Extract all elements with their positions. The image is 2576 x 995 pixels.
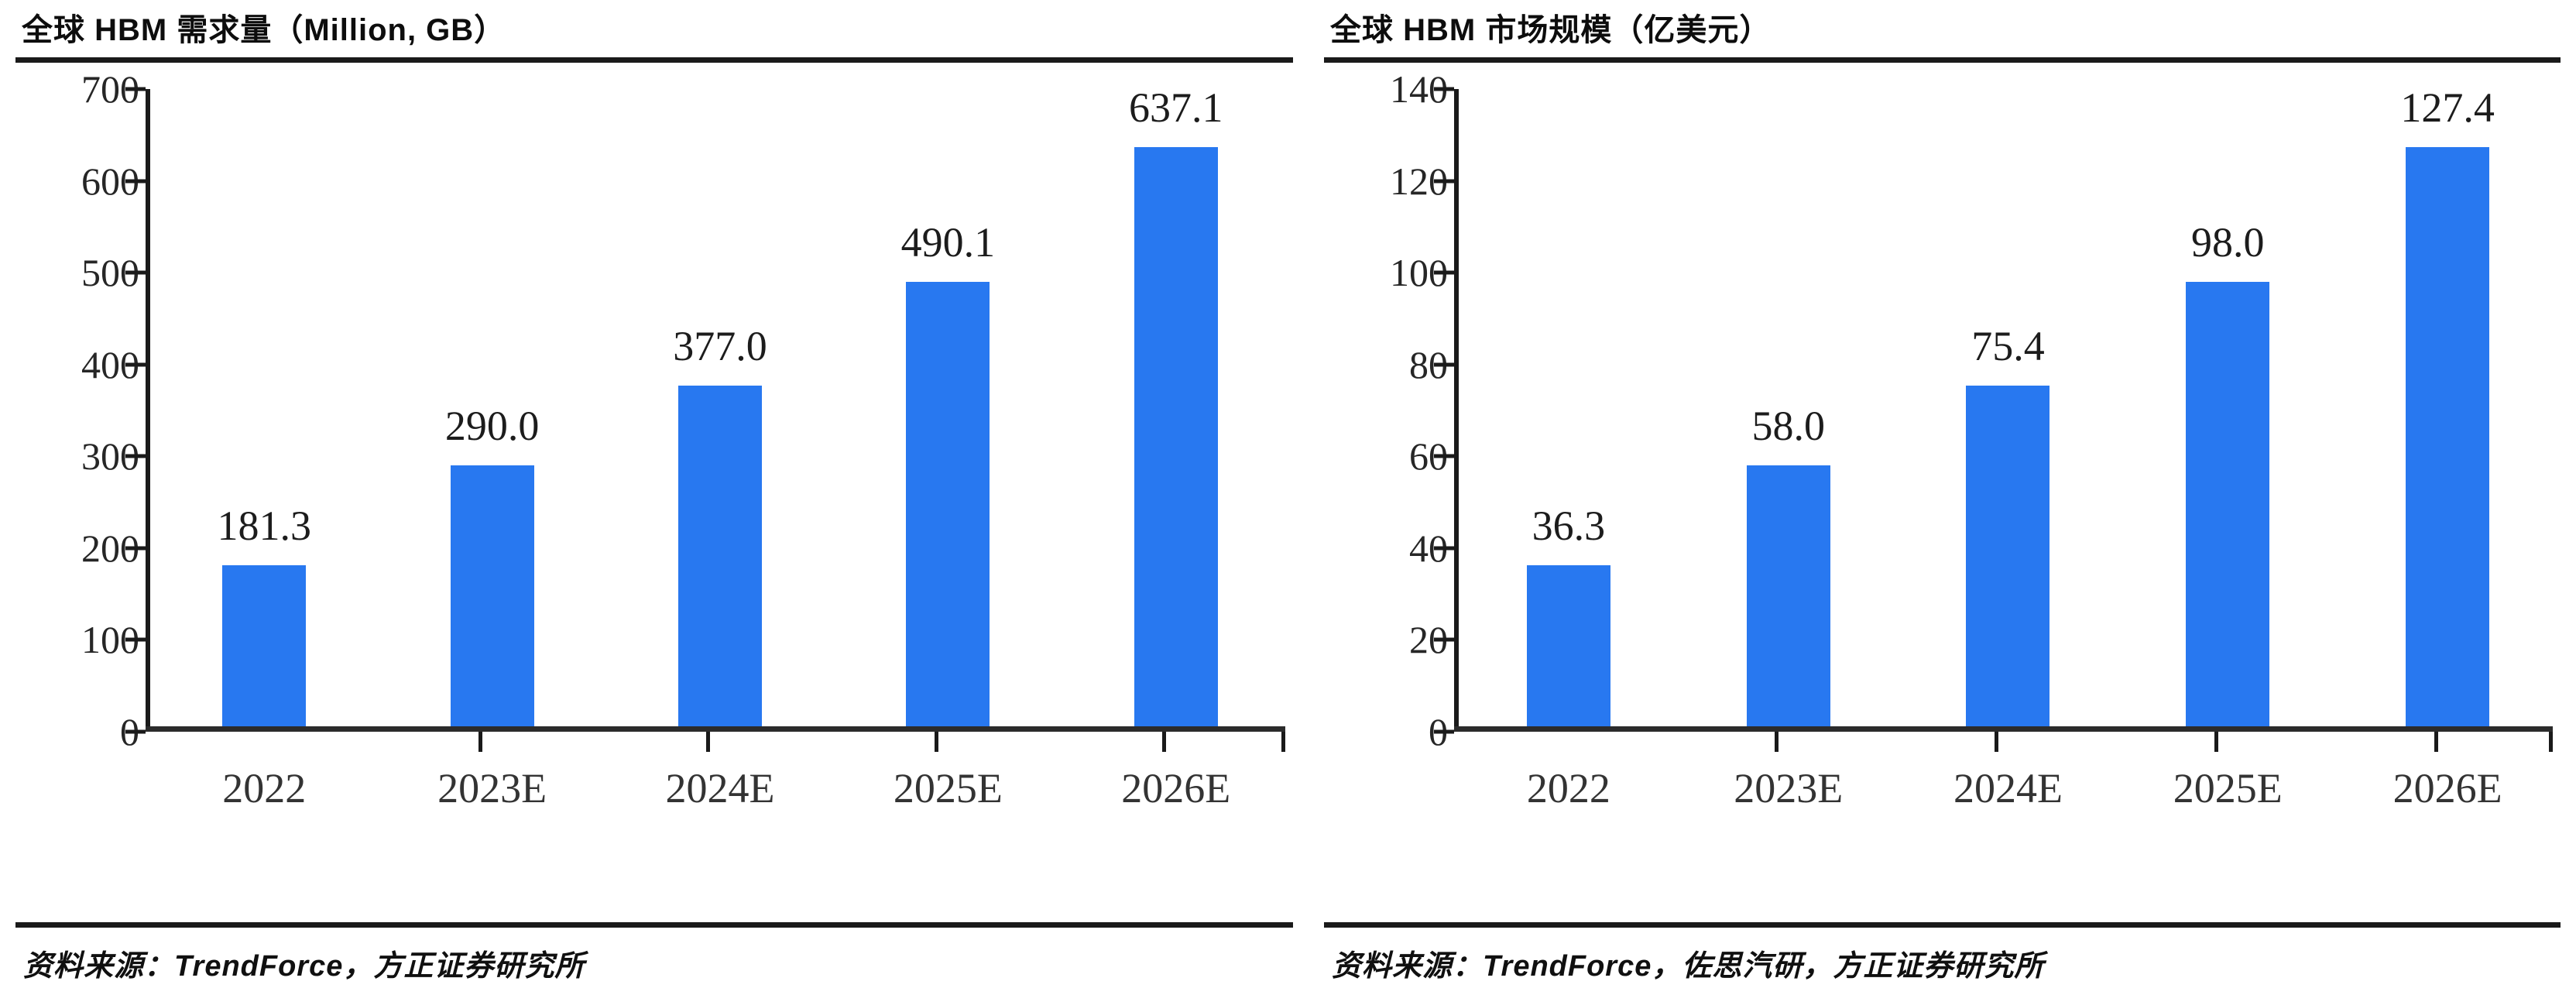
page-title: 全球 HBM 市场规模（亿美元） <box>1330 13 1772 47</box>
y-tick-mark <box>1434 87 1454 91</box>
y-tick-mark <box>125 270 146 275</box>
axis-area-right: 36.3 58.0 75.4 98.0 127.4 <box>1434 87 2553 752</box>
x-tick-mark <box>1281 732 1285 752</box>
bar-value-label: 181.3 <box>217 503 311 550</box>
y-tick-mark <box>125 179 146 184</box>
bar[interactable] <box>1526 564 1610 726</box>
bar-value-label: 377.0 <box>673 322 767 369</box>
bar-value-label: 75.4 <box>1971 322 2045 369</box>
chart-panel-hbm-demand: 全球 HBM 需求量（Million, GB） 0100200300400500… <box>15 13 1293 995</box>
y-tick-mark <box>1434 637 1454 642</box>
x-tick-label: 2022 <box>222 765 307 811</box>
bar-series-right: 36.3 58.0 75.4 98.0 127.4 <box>1459 87 2553 726</box>
x-tick-label: 2026E <box>1121 765 1231 811</box>
x-tick-mark <box>2214 732 2218 752</box>
bar-slot[interactable]: 181.3 <box>150 89 378 726</box>
y-axis-line <box>146 89 150 732</box>
x-axis-labels-right: 2022 2023E 2024E 2025E 2026E <box>1459 767 2553 822</box>
x-axis-labels-left: 2022 2023E 2024E 2025E 2026E <box>150 767 1285 822</box>
x-tick-mark <box>2434 732 2438 752</box>
x-tick-mark <box>706 732 711 752</box>
x-tick-label: 2026E <box>2392 765 2502 811</box>
source-note: 资料来源：TrendForce，方正证券研究所 <box>23 950 585 983</box>
y-axis-labels-right: 020406080100120140 <box>1324 70 1448 751</box>
x-tick-label: 2024E <box>1953 765 2063 811</box>
x-tick-mark <box>1162 732 1167 752</box>
y-tick-mark <box>1434 179 1454 184</box>
bar[interactable] <box>222 565 307 726</box>
footer-divider <box>1324 922 2561 928</box>
source-note: 资料来源：TrendForce，佐思汽研，方正证券研究所 <box>1332 950 2045 983</box>
y-axis-line <box>1454 89 1459 732</box>
x-tick-mark <box>478 732 482 752</box>
bar-value-label: 36.3 <box>1532 502 1606 549</box>
bar-slot[interactable]: 36.3 <box>1459 89 1679 726</box>
bar-value-label: 98.0 <box>2191 219 2265 266</box>
y-tick-mark <box>125 454 146 458</box>
y-tick-mark <box>125 729 146 734</box>
x-tick-label: 2024E <box>665 765 775 811</box>
bar-slot[interactable]: 127.4 <box>2338 84 2557 726</box>
bar-slot[interactable]: 58.0 <box>1679 89 1899 726</box>
x-tick-label: 2025E <box>2173 765 2283 811</box>
plot-area-right: 020406080100120140 36.3 58.0 75.4 98.0 127.4… <box>1324 63 2561 922</box>
bar[interactable] <box>906 281 990 726</box>
footer-divider <box>15 922 1293 928</box>
bar-slot[interactable]: 637.1 <box>1062 84 1290 726</box>
x-axis-line <box>146 726 1285 732</box>
x-tick-label: 2022 <box>1526 765 1610 811</box>
x-tick-mark <box>934 732 938 752</box>
bar-value-label: 58.0 <box>1751 403 1825 450</box>
x-tick-mark <box>1775 732 1779 752</box>
axis-area-left: 181.3 290.0 377.0 490.1 637.1 <box>125 87 1285 752</box>
bar-value-label: 127.4 <box>2400 84 2495 131</box>
y-tick-mark <box>125 637 146 642</box>
bar[interactable] <box>1134 146 1218 726</box>
page-title: 全球 HBM 需求量（Million, GB） <box>22 13 506 47</box>
bar-chart-left: 0100200300400500600700 181.3 290.0 377.0 49… <box>15 70 1293 922</box>
bar[interactable] <box>677 386 762 726</box>
y-tick-mark <box>125 87 146 91</box>
bar-value-label: 290.0 <box>444 403 540 450</box>
x-tick-mark <box>2549 732 2553 752</box>
x-tick-label: 2023E <box>437 765 547 811</box>
y-tick-mark <box>1434 454 1454 458</box>
bar-slot[interactable]: 377.0 <box>606 89 834 726</box>
x-tick-mark <box>1995 732 1999 752</box>
title-divider <box>1324 57 2561 63</box>
y-axis-labels-left: 0100200300400500600700 <box>15 70 139 751</box>
y-tick-mark <box>1434 270 1454 275</box>
bar[interactable] <box>2406 146 2490 726</box>
bar-value-label: 637.1 <box>1129 84 1223 131</box>
x-tick-label: 2025E <box>893 765 1003 811</box>
bar[interactable] <box>2186 282 2270 726</box>
y-tick-mark <box>1434 729 1454 734</box>
bar-chart-right: 020406080100120140 36.3 58.0 75.4 98.0 127.4… <box>1324 70 2561 922</box>
y-tick-mark <box>1434 546 1454 551</box>
bar-value-label: 490.1 <box>900 218 996 266</box>
bar[interactable] <box>1746 465 1830 726</box>
bar-slot[interactable]: 98.0 <box>2118 89 2338 726</box>
footer-right: 资料来源：TrendForce，佐思汽研，方正证券研究所 <box>1324 922 2561 995</box>
plot-area-left: 0100200300400500600700 181.3 290.0 377.0 49… <box>15 63 1293 922</box>
bar[interactable] <box>1966 386 2050 726</box>
y-tick-mark <box>125 546 146 551</box>
bar-slot[interactable]: 490.1 <box>834 89 1062 726</box>
chart-panel-hbm-market-size: 全球 HBM 市场规模（亿美元） 020406080100120140 36.3… <box>1309 0 2576 995</box>
title-divider <box>15 57 1293 63</box>
x-axis-line <box>1454 726 2553 732</box>
bar[interactable] <box>450 465 534 726</box>
x-tick-label: 2023E <box>1734 765 1844 811</box>
bar-slot[interactable]: 290.0 <box>378 89 605 726</box>
y-tick-mark <box>125 362 146 367</box>
bar-series-left: 181.3 290.0 377.0 490.1 637.1 <box>150 87 1285 726</box>
footer-left: 资料来源：TrendForce，方正证券研究所 <box>15 922 1293 995</box>
bar-slot[interactable]: 75.4 <box>1899 89 2118 726</box>
y-tick-mark <box>1434 362 1454 367</box>
